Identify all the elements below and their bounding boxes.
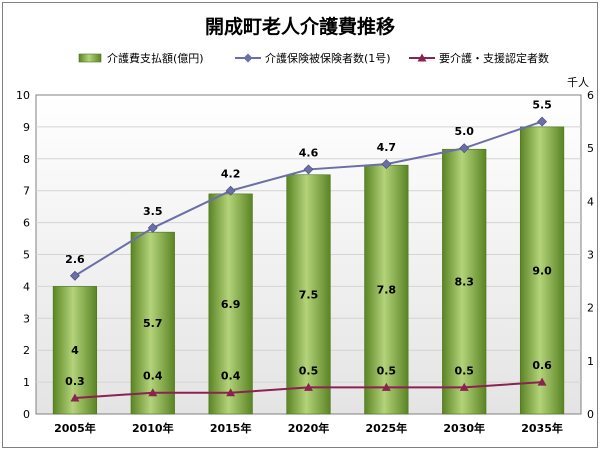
- bar-data-label: 5.7: [143, 317, 163, 330]
- legend-marker: [243, 53, 253, 63]
- data-point: [70, 270, 80, 281]
- data-point: [459, 382, 469, 391]
- y-right-tick-label: 4: [587, 195, 594, 208]
- y-left-tick-label: 2: [23, 344, 30, 357]
- line-data-label: 0.4: [221, 370, 241, 383]
- legend-label: 要介護・支援認定者数: [439, 51, 549, 65]
- bar: [286, 174, 331, 415]
- y-right-tick-label: 3: [587, 249, 594, 262]
- legend-label: 介護保険被保険者数(1号): [265, 51, 391, 65]
- x-tick-label: 2010年: [132, 421, 174, 435]
- x-tick-label: 2030年: [443, 421, 485, 435]
- data-point: [303, 164, 314, 175]
- x-tick-label: 2035年: [521, 421, 563, 435]
- legend: 介護費支払額(億円) 介護保険被保険者数(1号) 要介護・支援認定者数: [78, 51, 549, 65]
- line-data-label: 5.0: [454, 125, 474, 138]
- y-right-tick-label: 2: [587, 302, 594, 315]
- data-point: [381, 382, 391, 391]
- y-left-tick-label: 7: [23, 185, 30, 198]
- data-point: [381, 159, 392, 170]
- bar-data-label: 4: [71, 344, 79, 357]
- line-data-label: 0.3: [65, 375, 85, 388]
- bar-data-label: 9.0: [532, 264, 552, 277]
- chart: 開成町老人介護費推移 介護費支払額(億円) 介護保険被保険者数(1号) 要介護・支援…: [16, 15, 594, 435]
- legend-marker: [417, 53, 427, 62]
- data-point: [537, 116, 547, 127]
- x-tick-label: 2005年: [54, 421, 96, 435]
- chart-title: 開成町老人介護費推移: [205, 15, 395, 38]
- y-right-tick-label: 5: [587, 142, 594, 155]
- y-right-tick-label: 6: [587, 89, 594, 102]
- bar: [442, 148, 487, 415]
- data-point: [304, 382, 313, 391]
- line-data-label: 0.6: [532, 359, 552, 372]
- line-data-label: 3.5: [143, 205, 163, 218]
- bar-data-label: 6.9: [221, 298, 241, 311]
- line-data-label: 0.4: [143, 370, 163, 383]
- y-left-tick-label: 10: [16, 89, 30, 102]
- bar-series: 4 5.7 6.9 7.5 7.8 8.3 9.0: [52, 126, 565, 415]
- x-tick-label: 2025年: [366, 421, 408, 435]
- y-left-tick-label: 8: [23, 153, 30, 166]
- line-data-label: 0.5: [299, 364, 319, 377]
- data-point: [459, 143, 470, 154]
- y-left-tick-label: 6: [23, 217, 30, 230]
- y-left-tick-label: 9: [23, 121, 30, 134]
- bar-data-label: 7.5: [299, 288, 319, 301]
- data-point: [225, 185, 236, 196]
- right-axis-unit: 千人: [567, 76, 589, 89]
- x-tick-label: 2015年: [210, 421, 252, 435]
- line-data-label: 4.7: [377, 141, 397, 154]
- y-left-tick-label: 0: [23, 408, 30, 421]
- data-point: [148, 388, 158, 397]
- axes: 0 1 2 3 4 5 6 7 8 9 10 0 1 2 3 4 5 6 2005年 2010年 2015年 2020年 2…: [16, 89, 594, 435]
- data-point: [226, 388, 236, 397]
- bar: [52, 286, 98, 415]
- line-series: 2.6 3.5 4.2 4.6 4.7 5.0 5.5 0.3 0.4 0.4 0.5 0.5 0.5 0…: [65, 99, 552, 402]
- line-data-label: 0.5: [377, 364, 397, 377]
- bar: [519, 126, 565, 415]
- legend-label: 介護費支払額(億円): [107, 51, 204, 65]
- line-data-label: 0.5: [454, 364, 474, 377]
- line-data-label: 2.6: [65, 253, 85, 266]
- bar-data-label: 7.8: [377, 284, 397, 297]
- data-point: [537, 377, 547, 386]
- y-left-tick-label: 5: [23, 249, 30, 262]
- bar-data-label: 8.3: [454, 276, 474, 289]
- line-data-label: 4.6: [299, 146, 319, 159]
- data-point: [70, 393, 80, 402]
- y-left-tick-label: 1: [23, 376, 30, 389]
- bar: [130, 231, 175, 415]
- y-left-tick-label: 3: [23, 312, 30, 325]
- y-left-tick-label: 4: [23, 280, 30, 293]
- bar: [208, 193, 253, 415]
- bar: [364, 164, 409, 415]
- x-tick-label: 2020年: [288, 421, 330, 435]
- line-data-label: 5.5: [532, 99, 552, 112]
- line-data-label: 4.2: [221, 168, 241, 181]
- data-point: [147, 222, 158, 233]
- y-right-tick-label: 0: [587, 408, 594, 421]
- y-right-tick-label: 1: [587, 355, 594, 368]
- legend-swatch: [78, 53, 102, 63]
